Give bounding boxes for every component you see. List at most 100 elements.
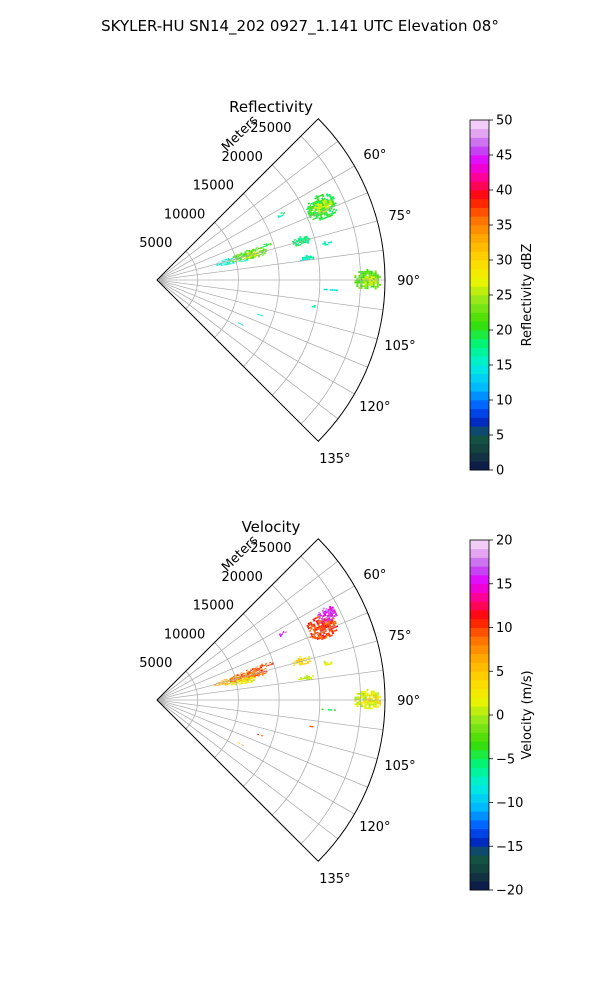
echo-gate [229,678,232,680]
echo-gate [253,674,256,676]
echo-gate [323,623,327,626]
echo-gate [372,690,375,693]
echo-gate [222,683,225,685]
echo-gate [226,684,229,686]
echo-gate [370,281,373,284]
echo-gate [250,258,253,260]
echo-gate [326,663,329,666]
echo-gate [321,207,324,210]
echo-gate [325,202,329,205]
echo-gate [319,218,322,221]
echo-gate [326,625,330,628]
echo-gate [358,281,361,284]
echo-gate [364,287,367,290]
echo-gate [232,262,235,264]
echo-gate [246,258,249,260]
echo-cell [317,605,338,624]
echo-gate [232,260,235,262]
colorbar-tick-label: −5 [496,752,515,767]
echo-gate [356,280,359,282]
echo-gate [269,243,272,246]
echo-gate [376,696,379,699]
echo-gate [218,264,221,266]
azimuth-gridline [156,699,368,788]
echo-gate [360,701,363,704]
echo-gate [356,698,359,700]
echo-gate [326,198,329,201]
echo-gate [238,680,241,682]
colorbar-segment [470,610,489,620]
echo-gate [360,696,363,699]
echo-gate [317,214,320,217]
echo-gate [364,700,367,702]
colorbar-segment [470,758,489,768]
echo-gate [225,258,228,260]
echo-gate [310,214,314,217]
echo-gate [326,610,330,614]
echo-gate [230,681,233,683]
echo-gate [251,248,255,250]
echo-gate [240,261,243,263]
echo-gate [329,289,332,291]
echo-gate [232,681,235,683]
echo-gate [330,622,333,625]
echo-gate [372,276,375,279]
azimuth-gridline [156,279,368,368]
echo-gate [278,633,281,635]
colorbar-segment [470,653,489,663]
echo-gate [246,678,249,680]
echo-gate [323,626,326,630]
echo-gate [258,668,261,670]
echo-gate [249,256,252,258]
echo-gate [318,613,322,616]
echo-gate [324,200,328,204]
echo-gate [215,682,218,684]
echo-gate [224,264,227,266]
echo-gate [315,620,318,623]
echo-gate [327,612,331,615]
echo-gate [221,680,224,682]
echo-gate [293,238,296,241]
echo-gate [218,683,221,685]
echo-gate [314,207,317,210]
colorbar-segment [470,793,489,803]
azimuth-tick-label: 90° [397,274,420,289]
echo-gate [238,680,241,682]
echo-gate [330,214,333,217]
echo-gate [368,703,371,706]
echo-gate [246,671,249,673]
echo-gate [318,627,322,630]
echo-gate [370,285,373,288]
colorbar-segment [470,697,489,707]
range-tick-label: 25000 [250,541,291,556]
echo-gate [354,276,357,279]
echo-gate [370,694,373,697]
echo-gate [263,252,266,255]
echo-gate [372,701,375,704]
echo-gate [378,701,381,704]
colorbar-tick-label: 5 [496,665,504,680]
echo-gate [321,624,325,627]
colorbar-segment [470,776,489,786]
echo-gate [354,698,357,700]
echo-gate [329,196,333,200]
echo-gate [370,690,373,693]
echo-gate [311,636,315,639]
echo-gate [328,193,331,197]
echo-gate [254,248,257,251]
panel-title: Reflectivity [229,98,313,116]
echo-gate [312,206,315,210]
echo-gate [236,254,239,256]
echo-gate [294,660,297,662]
echo-gate [331,610,334,613]
echo-gate [313,306,316,308]
echo-gate [312,618,315,621]
echo-gate [310,624,314,627]
echo-gate [334,622,337,625]
echo-gate [252,249,255,251]
echo-gate [329,620,332,623]
echo-gate [316,201,319,204]
echo-gate [247,256,250,259]
echo-gate [364,696,367,699]
azimuth-gridline [156,699,339,840]
